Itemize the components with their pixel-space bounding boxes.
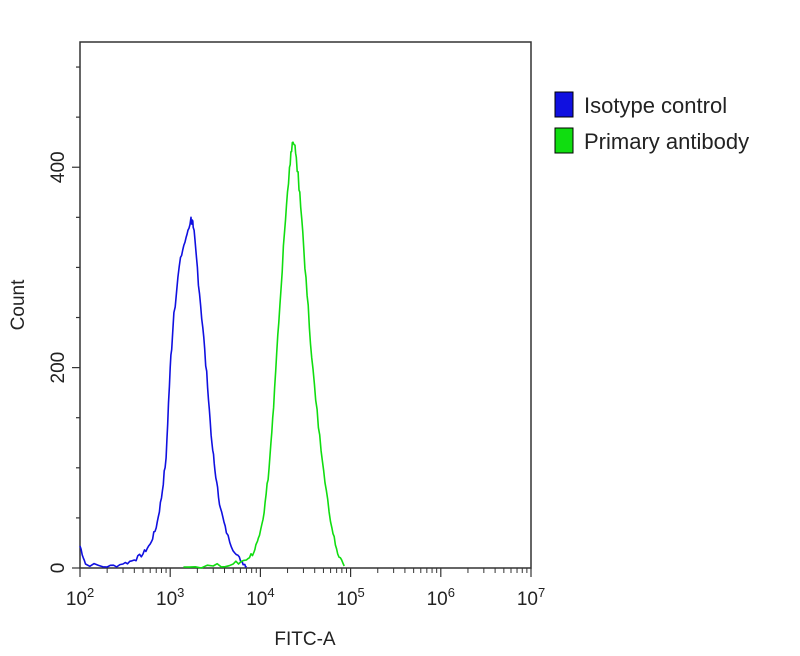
x-axis-title: FITC-A (274, 629, 336, 650)
series-line-isotype-control (79, 216, 248, 568)
y-tick-label: 200 (48, 352, 69, 384)
x-tick-label: 106 (427, 585, 455, 610)
x-tick-label: 104 (246, 585, 274, 610)
x-tick-label: 105 (336, 585, 364, 610)
series-layer (79, 141, 345, 569)
plot-area (79, 41, 532, 569)
y-tick-label: 400 (48, 151, 69, 183)
legend: Isotype control Primary antibody (554, 91, 749, 154)
y-axis-title: Count (8, 279, 29, 330)
legend-swatch-primary-antibody (554, 127, 574, 154)
x-tick-label: 102 (66, 585, 94, 610)
x-tick-label: 107 (517, 585, 545, 610)
series-line-primary-antibody (183, 141, 345, 569)
x-tick-label: 103 (156, 585, 184, 610)
legend-label-isotype-control: Isotype control (584, 93, 727, 118)
legend-swatch-isotype-control (554, 91, 574, 118)
legend-label-primary-antibody: Primary antibody (584, 129, 749, 154)
y-axis: 0 200 400 (48, 66, 80, 574)
plot-frame (79, 41, 532, 569)
x-axis: 102 103 104 105 106 107 (66, 568, 545, 610)
y-tick-label: 0 (48, 563, 69, 574)
